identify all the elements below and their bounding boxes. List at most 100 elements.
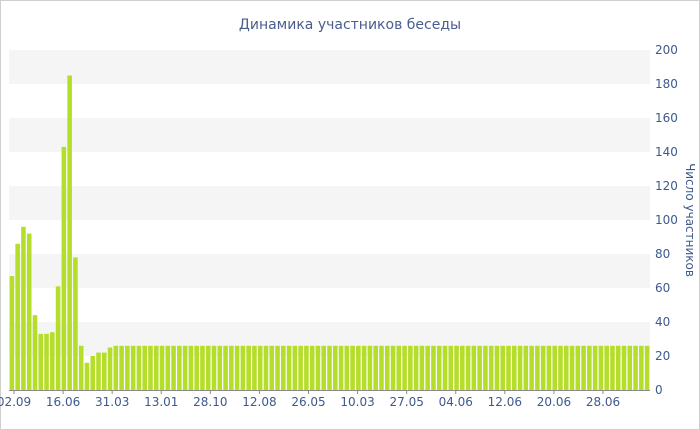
bar	[396, 345, 402, 390]
y-tick-label: 180	[655, 77, 678, 91]
x-tick-label: 28.10	[193, 395, 227, 409]
bar	[61, 146, 67, 390]
y-tick-label: 20	[655, 349, 670, 363]
bar	[367, 345, 373, 390]
bar	[44, 333, 49, 390]
bar	[338, 345, 344, 390]
bar	[263, 345, 269, 390]
bar	[361, 345, 367, 390]
x-tick-label: 16.06	[46, 395, 80, 409]
bar	[38, 333, 44, 390]
bar	[73, 257, 78, 390]
x-ticks: 02.09 16.06 31.03 13.01 28.10 12.08 26.05 10.03…	[0, 390, 620, 409]
bar	[113, 345, 119, 390]
bar	[309, 345, 315, 390]
x-tick-label: 20.06	[537, 395, 571, 409]
bar	[286, 345, 292, 390]
bar	[615, 345, 621, 390]
bar	[90, 356, 96, 390]
y-tick-label: 200	[655, 43, 678, 57]
bar	[477, 345, 482, 390]
x-tick-label: 26.05	[291, 395, 325, 409]
bar	[356, 345, 361, 390]
bar	[240, 345, 246, 390]
bar	[552, 345, 557, 390]
bar	[390, 345, 396, 390]
bar	[15, 243, 20, 390]
bar	[200, 345, 205, 390]
x-tick-label: 10.03	[340, 395, 374, 409]
y-tick-label: 120	[655, 179, 678, 193]
bar	[494, 345, 500, 390]
x-tick-label: 28.06	[586, 395, 620, 409]
x-tick-label: 04.06	[439, 395, 473, 409]
bar	[373, 345, 378, 390]
bar	[321, 345, 327, 390]
bar	[633, 345, 638, 390]
bar	[327, 345, 332, 390]
bar	[436, 345, 442, 390]
bar	[298, 345, 303, 390]
bar	[563, 345, 569, 390]
bar	[9, 276, 15, 390]
bar	[96, 352, 101, 390]
bar	[252, 345, 257, 390]
bar	[136, 345, 142, 390]
bar	[471, 345, 477, 390]
bar	[153, 345, 159, 390]
bar	[644, 345, 650, 390]
bar	[512, 345, 517, 390]
bar	[598, 345, 604, 390]
bar	[26, 233, 32, 390]
bar	[281, 345, 286, 390]
bar	[142, 345, 147, 390]
bar	[639, 345, 644, 390]
bar	[344, 345, 350, 390]
bar	[159, 345, 165, 390]
grid-band	[9, 118, 650, 152]
bar	[223, 345, 228, 390]
bar	[488, 345, 494, 390]
bar	[234, 345, 240, 390]
bar	[581, 345, 586, 390]
bar	[546, 345, 552, 390]
bar	[408, 345, 413, 390]
x-tick-label: 12.08	[242, 395, 276, 409]
bar	[229, 345, 234, 390]
bar	[442, 345, 448, 390]
bar	[78, 345, 84, 390]
bar	[454, 345, 459, 390]
y-tick-label: 100	[655, 213, 678, 227]
bar	[67, 75, 72, 390]
bar	[21, 226, 26, 390]
x-tick-label: 13.01	[144, 395, 178, 409]
bar	[587, 345, 592, 390]
grid-band	[9, 254, 650, 288]
bar	[257, 345, 263, 390]
bar	[177, 345, 182, 390]
grid-band	[9, 186, 650, 220]
bar	[246, 345, 251, 390]
y-tick-label: 60	[655, 281, 670, 295]
bar	[592, 345, 598, 390]
bar	[431, 345, 436, 390]
y-ticks: 0 20 40 60 80 100 120 140 160 180 200	[655, 43, 678, 397]
bar	[540, 345, 546, 390]
bar	[483, 345, 488, 390]
bar	[350, 345, 355, 390]
bar	[569, 345, 575, 390]
bar	[621, 345, 627, 390]
bar	[610, 345, 615, 390]
bar	[148, 345, 153, 390]
bar	[575, 345, 581, 390]
bar	[558, 345, 563, 390]
bar	[535, 345, 540, 390]
bar	[384, 345, 390, 390]
bar	[102, 352, 107, 390]
bar	[130, 345, 136, 390]
bar	[55, 286, 61, 390]
bar	[107, 347, 113, 390]
bar	[171, 345, 176, 390]
bar	[402, 345, 407, 390]
